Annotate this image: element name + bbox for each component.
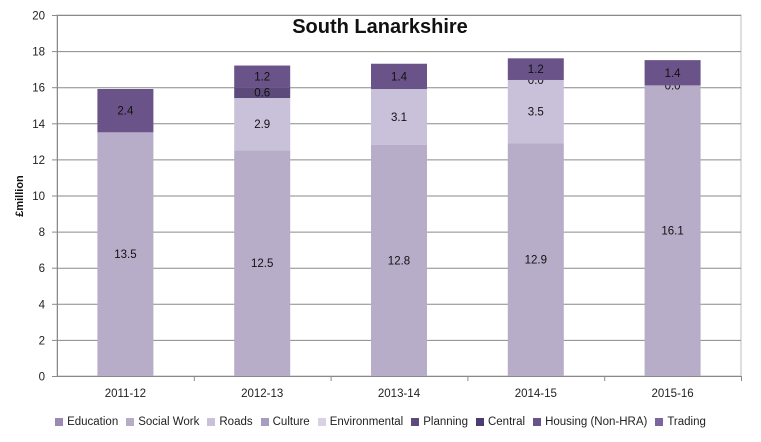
x-tick-label: 2012-13: [241, 388, 283, 400]
x-tick-label: 2015-16: [651, 388, 693, 400]
bar-segment: [371, 63, 427, 90]
data-label: 12.8: [388, 255, 410, 267]
y-tick-label: 4: [39, 299, 46, 311]
legend-label: Education: [67, 416, 119, 428]
data-label: 16.1: [661, 226, 683, 238]
legend-item: Social Work: [126, 416, 199, 428]
y-tick-label: 10: [32, 191, 45, 203]
x-tick-label: 2014-15: [515, 388, 557, 400]
legend: Education Social Work Roads Culture Environm…: [0, 412, 761, 432]
y-tick-label: 2: [39, 335, 45, 347]
legend-item: Trading: [655, 416, 706, 428]
legend-swatch: [475, 418, 484, 426]
bar-segment: [234, 150, 291, 376]
bar-segment: [371, 144, 427, 376]
data-label: 3.5: [528, 107, 544, 119]
legend-label: Roads: [219, 416, 253, 428]
legend-label: Housing (Non-HRA): [545, 416, 648, 428]
legend-swatch: [533, 418, 542, 426]
legend-label: Central: [487, 416, 526, 428]
y-tick-label: 14: [32, 119, 45, 131]
legend-swatch: [207, 418, 216, 426]
bar-segment: [234, 98, 291, 151]
data-label: 13.5: [114, 249, 136, 261]
legend-swatch: [55, 418, 64, 426]
data-label: 1.2: [254, 71, 270, 83]
y-tick-label: 18: [32, 47, 45, 59]
bars-layer: 13.52.412.52.90.61.212.83.11.412.93.50.0…: [97, 58, 701, 377]
legend-swatch: [317, 418, 326, 426]
legend-swatch: [260, 418, 269, 426]
bar-segment: [97, 89, 154, 133]
bar-segment: [507, 79, 564, 144]
legend-item: Education: [55, 416, 118, 428]
legend-label: Culture: [272, 416, 310, 428]
bar-segment: [234, 87, 291, 99]
x-tick-label: 2011-12: [105, 388, 146, 400]
x-tick-label: 2013-14: [378, 388, 421, 400]
legend-label: Environmental: [329, 416, 404, 428]
legend-swatch: [411, 418, 420, 426]
y-axis-label: £million: [14, 175, 26, 217]
chart-title: South Lanarkshire: [292, 16, 468, 38]
data-label: 12.9: [525, 255, 547, 267]
legend-item: Environmental: [317, 416, 404, 428]
legend-item: Housing (Non-HRA): [533, 416, 647, 428]
y-tick-label: 16: [32, 83, 45, 95]
data-label: 2.4: [117, 106, 134, 118]
legend-label: Planning: [423, 416, 468, 428]
bar-segment: [507, 143, 564, 376]
bar-segment: [644, 85, 701, 377]
axes-layer: 0 2 4 6 8 10 12 14 16 18 20 2011-12 2012-13 2013-14 20…: [32, 11, 742, 400]
data-label: 1.4: [665, 68, 682, 80]
legend-swatch: [126, 418, 135, 426]
legend-item: Central: [475, 416, 526, 428]
y-tick-label: 12: [32, 155, 45, 167]
bar-segment: [234, 65, 291, 88]
data-label: 1.2: [528, 64, 544, 76]
data-label: 12.5: [251, 258, 273, 270]
bar-segment: [97, 132, 154, 376]
legend-item: Planning: [411, 416, 468, 428]
legend-swatch: [655, 418, 664, 426]
bar-segment: [644, 60, 701, 86]
data-label: 3.1: [391, 112, 407, 124]
bar-segment: [507, 58, 564, 80]
y-tick-label: 20: [32, 11, 45, 23]
data-label: 2.9: [254, 119, 270, 131]
data-label: 1.4: [391, 71, 408, 83]
legend-item: Roads: [207, 416, 253, 428]
data-label: 0.6: [254, 88, 270, 100]
legend-item: Culture: [260, 416, 310, 428]
legend-label: Trading: [667, 416, 706, 428]
y-tick-label: 6: [39, 263, 45, 275]
bar-segment: [371, 89, 427, 145]
y-tick-label: 8: [39, 227, 45, 239]
legend-label: Social Work: [138, 416, 200, 428]
y-tick-label: 0: [39, 372, 45, 384]
